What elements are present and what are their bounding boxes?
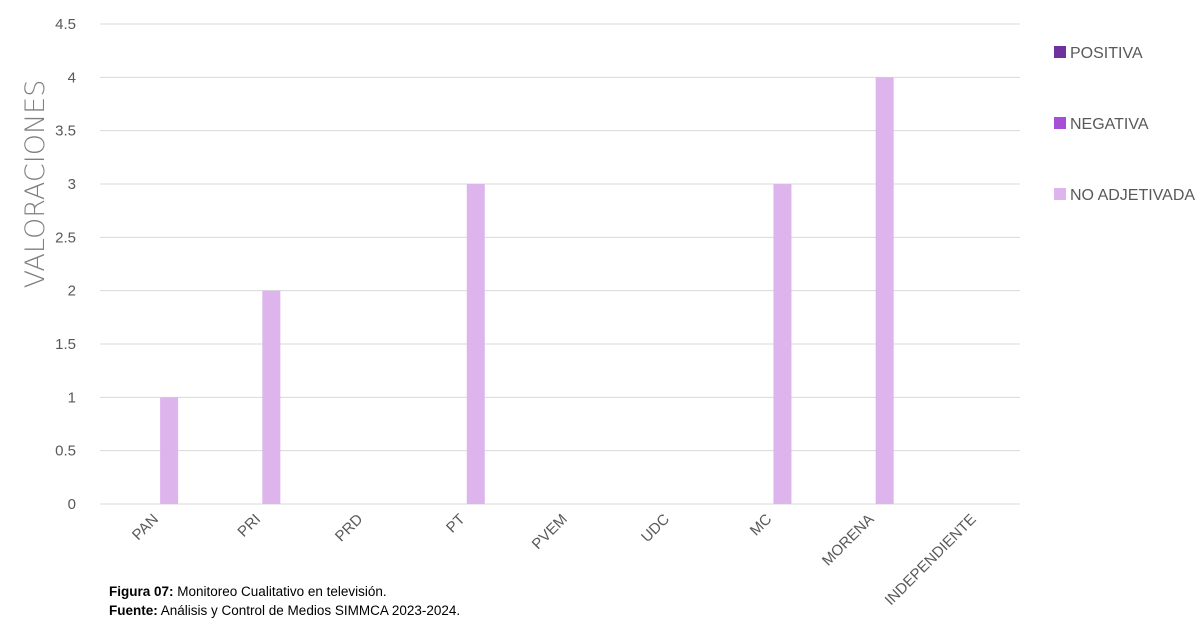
y-tick-label: 4	[68, 69, 76, 86]
bar-mc-no-adjetivada	[773, 184, 792, 504]
x-tick-label: UDC	[638, 511, 673, 546]
source-caption: Fuente: Análisis y Control de Medios SIM…	[109, 603, 460, 618]
source-label: Fuente:	[109, 603, 158, 618]
y-tick-label: 2.5	[55, 229, 76, 246]
legend: POSITIVA NEGATIVA NO ADJETIVADA	[1054, 45, 1195, 204]
y-tick-label: 1	[68, 389, 76, 406]
x-tick-label: PT	[443, 511, 469, 537]
y-tick-label: 0	[68, 496, 76, 513]
figure-caption: Figura 07: Monitoreo Cualitativo en tele…	[109, 584, 387, 599]
x-tick-label: PVEM	[529, 511, 571, 553]
y-axis-ticks: 0 0.5 1 1.5 2 2.5 3 3.5 4 4.5	[55, 16, 76, 513]
x-tick-label: MORENA	[819, 511, 878, 570]
x-tick-label: MC	[747, 511, 776, 540]
legend-label: NO ADJETIVADA	[1070, 187, 1195, 204]
x-tick-label: PRI	[234, 511, 264, 541]
legend-swatch	[1054, 188, 1066, 200]
y-tick-label: 3.5	[55, 123, 76, 140]
y-tick-label: 1.5	[55, 336, 76, 353]
bar-morena-no-adjetivada	[875, 77, 894, 504]
legend-swatch	[1054, 46, 1066, 58]
y-tick-label: 2	[68, 283, 76, 300]
legend-swatch	[1054, 117, 1066, 129]
bar-pt-no-adjetivada	[466, 184, 485, 504]
legend-label: NEGATIVA	[1070, 116, 1149, 133]
gridlines	[100, 23, 1020, 505]
y-axis-label: VALORACIONES	[20, 80, 51, 289]
x-tick-label: PAN	[129, 511, 162, 544]
x-tick-label: INDEPENDIENTE	[882, 511, 980, 609]
y-tick-label: 0.5	[55, 443, 76, 460]
y-tick-label: 4.5	[55, 16, 76, 33]
y-tick-label: 3	[68, 176, 76, 193]
figure-text: Monitoreo Cualitativo en televisión.	[173, 584, 387, 599]
bar-pri-no-adjetivada	[262, 290, 281, 504]
bars	[160, 77, 894, 504]
figure-label: Figura 07:	[109, 584, 174, 599]
x-tick-label: PRD	[332, 511, 367, 546]
legend-label: POSITIVA	[1070, 45, 1143, 62]
source-text: Análisis y Control de Medios SIMMCA 2023…	[157, 603, 461, 618]
bar-pan-no-adjetivada	[160, 397, 179, 504]
